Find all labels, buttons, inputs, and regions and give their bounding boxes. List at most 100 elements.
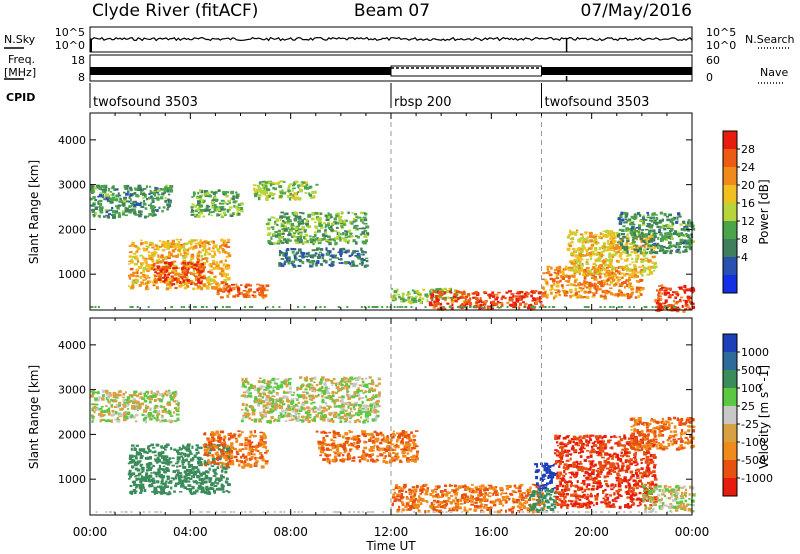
data-cell	[258, 187, 262, 191]
data-cell	[143, 276, 147, 279]
data-cell	[512, 305, 517, 309]
data-cell	[194, 279, 198, 282]
data-cell	[152, 392, 155, 395]
data-cell	[103, 190, 107, 194]
data-cell	[198, 241, 202, 245]
data-cell	[622, 211, 627, 215]
data-cell	[289, 183, 293, 185]
data-cell	[568, 242, 571, 246]
data-cell	[625, 279, 630, 283]
data-cell	[150, 205, 154, 208]
data-cell	[338, 306, 341, 308]
data-cell	[194, 215, 197, 218]
data-cell	[655, 301, 659, 305]
data-cell	[230, 435, 233, 439]
data-cell	[561, 277, 565, 280]
data-cell	[549, 277, 553, 281]
data-cell	[221, 247, 225, 251]
data-cell	[609, 264, 614, 268]
data-cell	[461, 294, 464, 297]
data-cell	[302, 222, 305, 225]
data-cell	[235, 191, 238, 194]
data-cell	[250, 457, 253, 460]
data-cell	[196, 208, 200, 211]
data-cell	[153, 399, 157, 403]
data-cell	[200, 473, 203, 477]
data-cell	[612, 306, 615, 308]
data-cell	[115, 397, 119, 399]
data-cell	[230, 446, 234, 450]
data-cell	[108, 401, 111, 404]
data-cell	[268, 396, 272, 400]
data-cell	[277, 231, 282, 234]
data-cell	[231, 283, 235, 286]
data-cell	[276, 182, 280, 185]
data-cell	[302, 254, 305, 258]
data-cell	[174, 407, 177, 409]
data-cell	[124, 403, 129, 407]
data-cell	[193, 275, 198, 277]
data-cell	[129, 188, 133, 191]
data-cell	[183, 269, 187, 273]
data-cell	[342, 223, 346, 226]
data-cell	[676, 309, 680, 313]
data-cell	[638, 289, 641, 292]
data-cell	[137, 477, 140, 480]
data-cell	[632, 231, 637, 235]
data-cell	[630, 288, 634, 291]
data-cell	[181, 482, 184, 485]
data-cell	[638, 247, 642, 251]
data-cell	[174, 477, 178, 480]
data-cell	[203, 453, 206, 456]
data-cell	[240, 210, 244, 213]
data-cell	[335, 257, 339, 259]
data-cell	[139, 187, 142, 191]
data-cell	[95, 407, 99, 411]
data-cell	[236, 211, 240, 214]
data-cell	[626, 239, 630, 242]
data-cell	[453, 295, 457, 299]
data-cell	[165, 455, 169, 459]
data-cell	[582, 282, 586, 286]
data-cell	[165, 443, 170, 447]
data-cell	[304, 411, 308, 415]
data-cell	[161, 405, 166, 409]
data-cell	[630, 276, 634, 278]
data-cell	[211, 455, 215, 459]
data-cell	[662, 251, 667, 254]
data-cell	[172, 260, 177, 263]
data-cell	[633, 234, 637, 237]
data-cell	[309, 235, 312, 238]
data-cell	[666, 227, 671, 230]
data-cell	[606, 258, 610, 262]
data-cell	[154, 280, 157, 283]
data-cell	[180, 252, 183, 256]
data-cell	[574, 265, 579, 269]
data-cell	[274, 230, 278, 234]
data-cell	[609, 245, 612, 248]
data-cell	[140, 262, 143, 266]
data-cell	[483, 291, 487, 294]
data-cell	[302, 391, 306, 393]
data-cell	[217, 478, 220, 482]
data-cell	[264, 452, 268, 454]
data-cell	[216, 268, 219, 270]
data-cell	[583, 276, 587, 280]
data-cell	[264, 460, 269, 463]
data-cell	[131, 283, 135, 287]
data-cell	[636, 271, 640, 274]
data-cell	[280, 383, 284, 387]
data-cell	[158, 267, 162, 270]
data-cell	[167, 403, 172, 407]
data-cell	[656, 300, 660, 303]
data-cell	[238, 463, 241, 467]
data-cell	[163, 257, 168, 260]
data-cell	[655, 221, 659, 226]
data-cell	[129, 193, 133, 197]
data-cell	[602, 230, 606, 233]
data-cell	[174, 392, 178, 395]
data-cell	[593, 277, 597, 281]
data-cell	[609, 281, 614, 284]
data-cell	[320, 253, 325, 257]
data-cell	[185, 284, 190, 288]
